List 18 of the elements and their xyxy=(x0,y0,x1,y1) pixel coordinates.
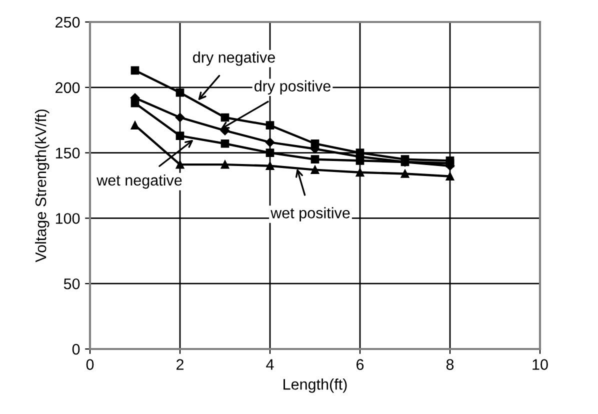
x-tick-label: 6 xyxy=(356,359,364,370)
annotation: wet negative xyxy=(96,174,182,189)
y-tick-label: 100 xyxy=(56,213,80,224)
y-tick-label: 200 xyxy=(56,82,80,94)
y-tick-label: 0 xyxy=(72,344,80,355)
y-tick-label: 250 xyxy=(56,16,80,28)
y-tick-label: 150 xyxy=(56,148,80,158)
y-tick-label: 50 xyxy=(64,278,80,290)
annotation: dry negative xyxy=(193,52,275,66)
x-tick-label: 4 xyxy=(266,359,274,370)
annotation: dry positive xyxy=(254,80,330,95)
x-tick-label: 0 xyxy=(86,359,94,370)
x-tick-label: 10 xyxy=(532,359,548,370)
x-axis-title: Length(ft) xyxy=(284,378,347,393)
annotation: wet positive xyxy=(270,207,350,222)
y-axis-title: Voltage Strength(kV/ft) xyxy=(34,110,50,262)
x-tick-label: 8 xyxy=(446,359,454,370)
x-tick-label: 2 xyxy=(176,359,184,370)
